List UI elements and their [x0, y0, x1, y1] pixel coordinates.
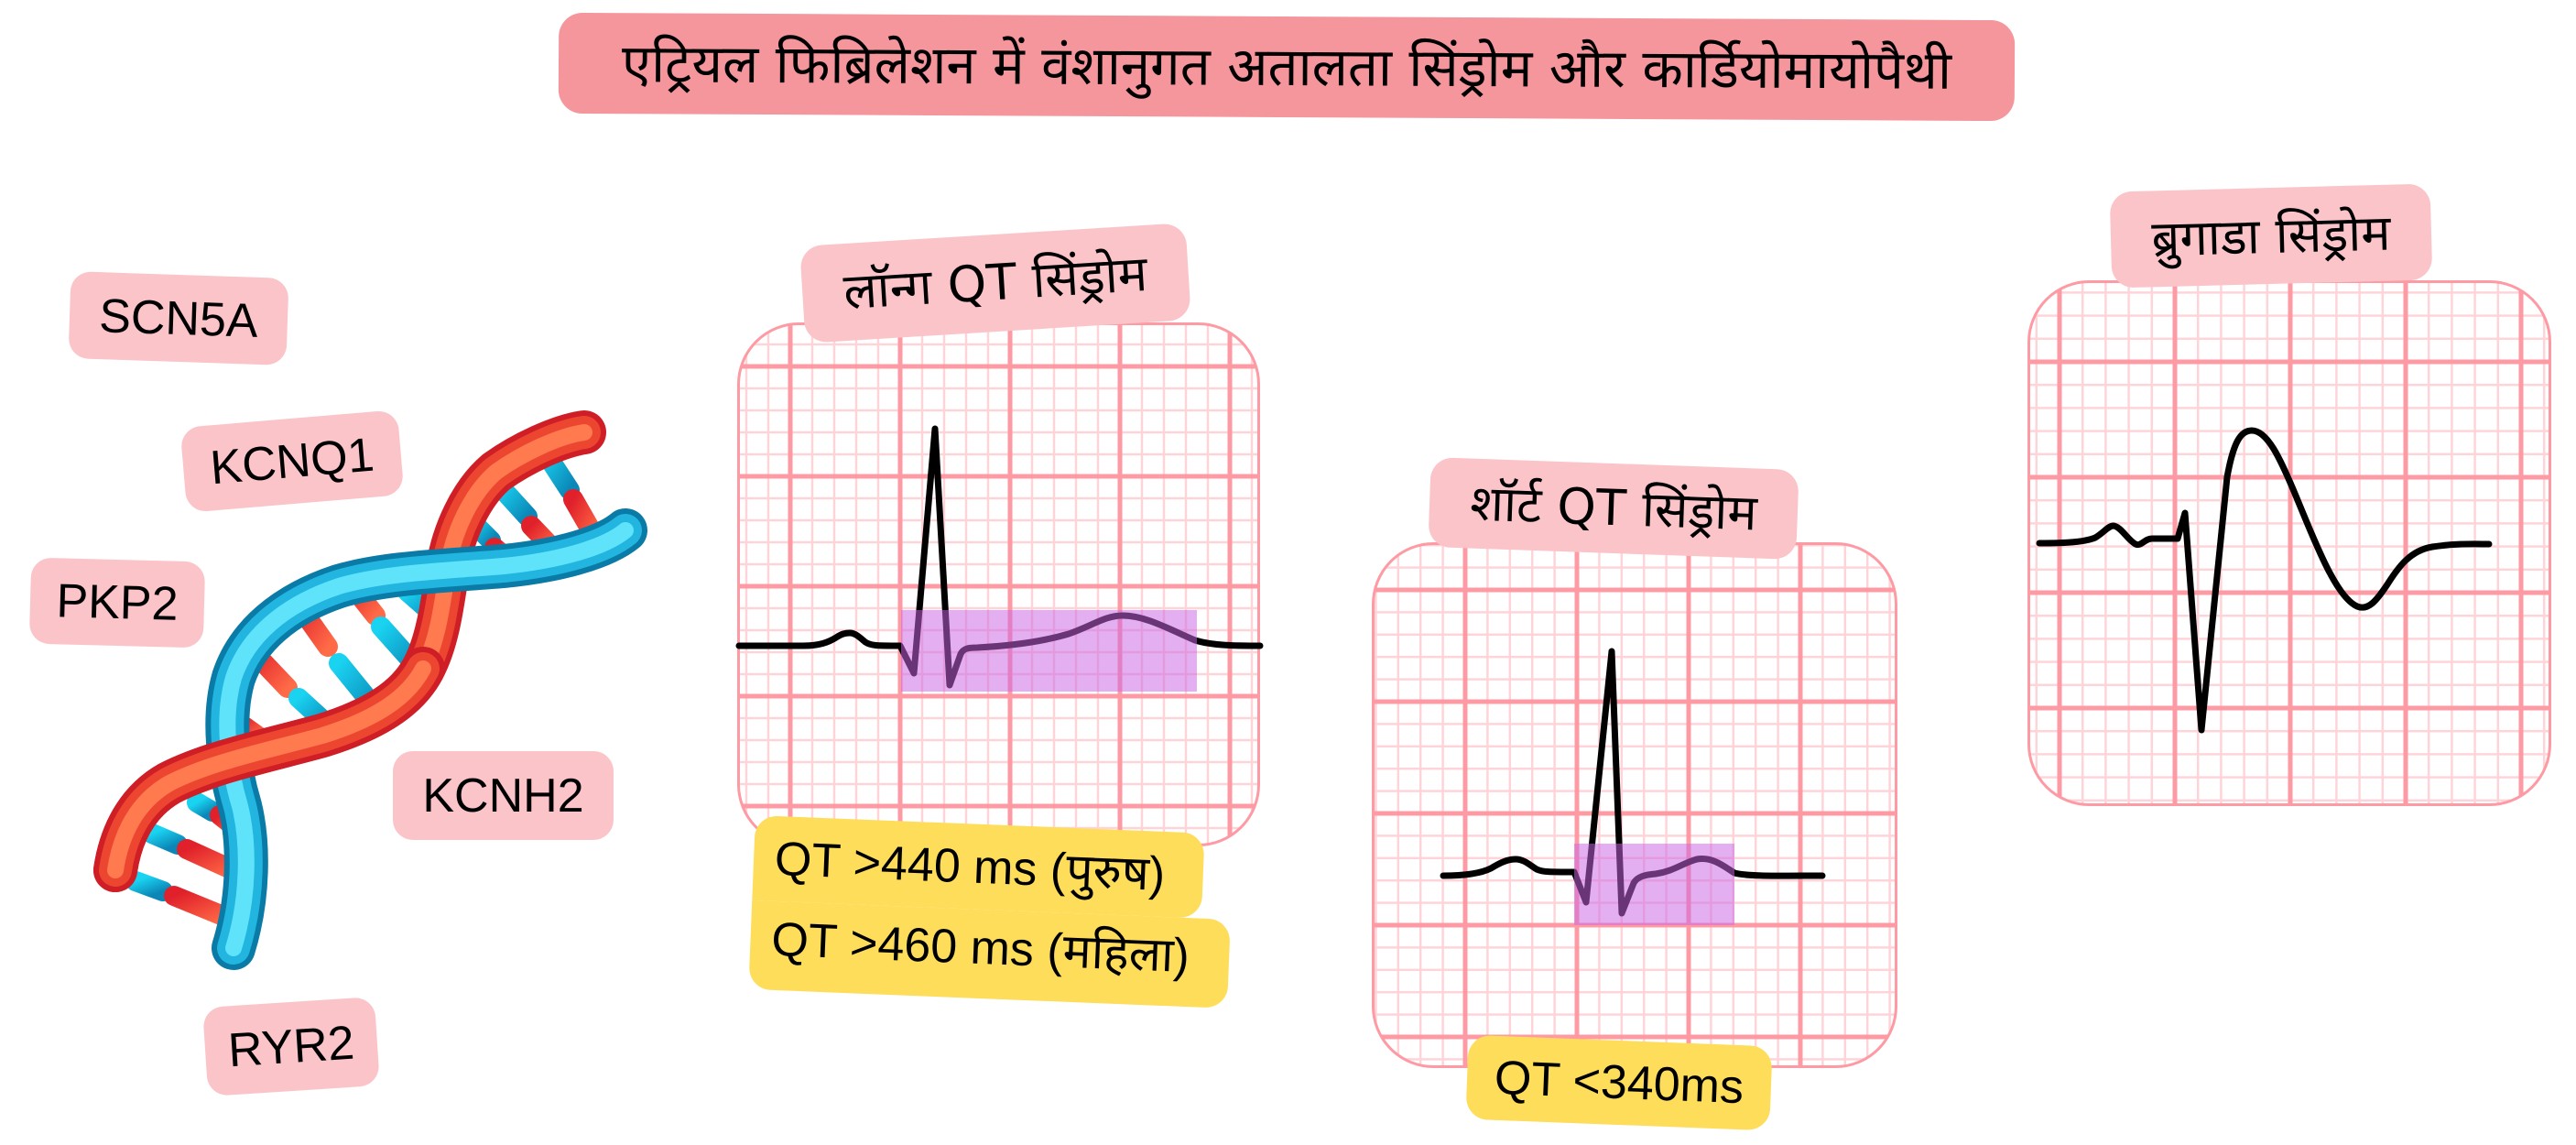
short-qt-title: शॉर्ट QT सिंड्रोम: [1428, 457, 1799, 560]
qt-interval-highlight: [901, 610, 1197, 692]
ecg-strip: [2027, 280, 2551, 806]
long-qt-title-text: लॉन्ग QT सिंड्रोम: [842, 244, 1149, 322]
gene-tag-pkp2: PKP2: [28, 557, 206, 649]
brugada-title: ब्रुगाडा सिंड्रोम: [2109, 183, 2433, 289]
criteria-text: QT >440 ms (पुरुष): [773, 832, 1167, 901]
dna-strand-red-front: [93, 647, 445, 892]
ecg-grid: [2028, 281, 2550, 805]
brugada-title-text: ब्रुगाडा सिंड्रोम: [2150, 203, 2392, 267]
long-qt-criteria-female: QT >460 ms (महिला): [748, 900, 1231, 1009]
long-qt-criteria-note: QT >440 ms (पुरुष) QT >460 ms (महिला): [748, 815, 1234, 1009]
qt-interval-highlight: [1574, 844, 1734, 925]
gene-tag-scn5a: SCN5A: [68, 271, 289, 365]
gene-label: PKP2: [55, 574, 179, 631]
gene-label: KCNQ1: [208, 428, 376, 495]
gene-tag-ryr2: RYR2: [202, 997, 380, 1096]
ecg-strip: [735, 322, 1264, 846]
dna-strand-blue: [205, 508, 647, 970]
title-banner: एट्रियल फिब्रिलेशन में वंशानुगत अतालता स…: [558, 12, 2016, 122]
criteria-text: QT <340ms: [1493, 1051, 1745, 1115]
short-qt-criteria-note: QT <340ms: [1465, 1034, 1773, 1131]
ecg-panel-brugada: [2027, 280, 2551, 806]
dna-helix-icon: [93, 410, 647, 970]
dna-base-pairs: [125, 441, 605, 929]
gene-label: KCNH2: [422, 769, 584, 823]
gene-label: SCN5A: [98, 289, 259, 348]
ecg-grid: [1373, 543, 1897, 1067]
gene-label: RYR2: [226, 1016, 356, 1077]
ecg-panel-short-qt: [1372, 542, 1897, 1068]
ecg-panel-long-qt: [735, 322, 1264, 846]
short-qt-title-text: शॉर्ट QT सिंड्रोम: [1469, 474, 1758, 542]
gene-tag-kcnh2: KCNH2: [393, 751, 614, 840]
ecg-strip: [1372, 542, 1897, 1068]
page-title: एट्रियल फिब्रिलेशन में वंशानुगत अतालता स…: [621, 32, 1952, 102]
ecg-grid: [738, 323, 1259, 845]
gene-tag-kcnq1: KCNQ1: [179, 409, 405, 513]
ecg-trace: [2036, 427, 2493, 734]
criteria-text: QT >460 ms (महिला): [770, 912, 1190, 983]
